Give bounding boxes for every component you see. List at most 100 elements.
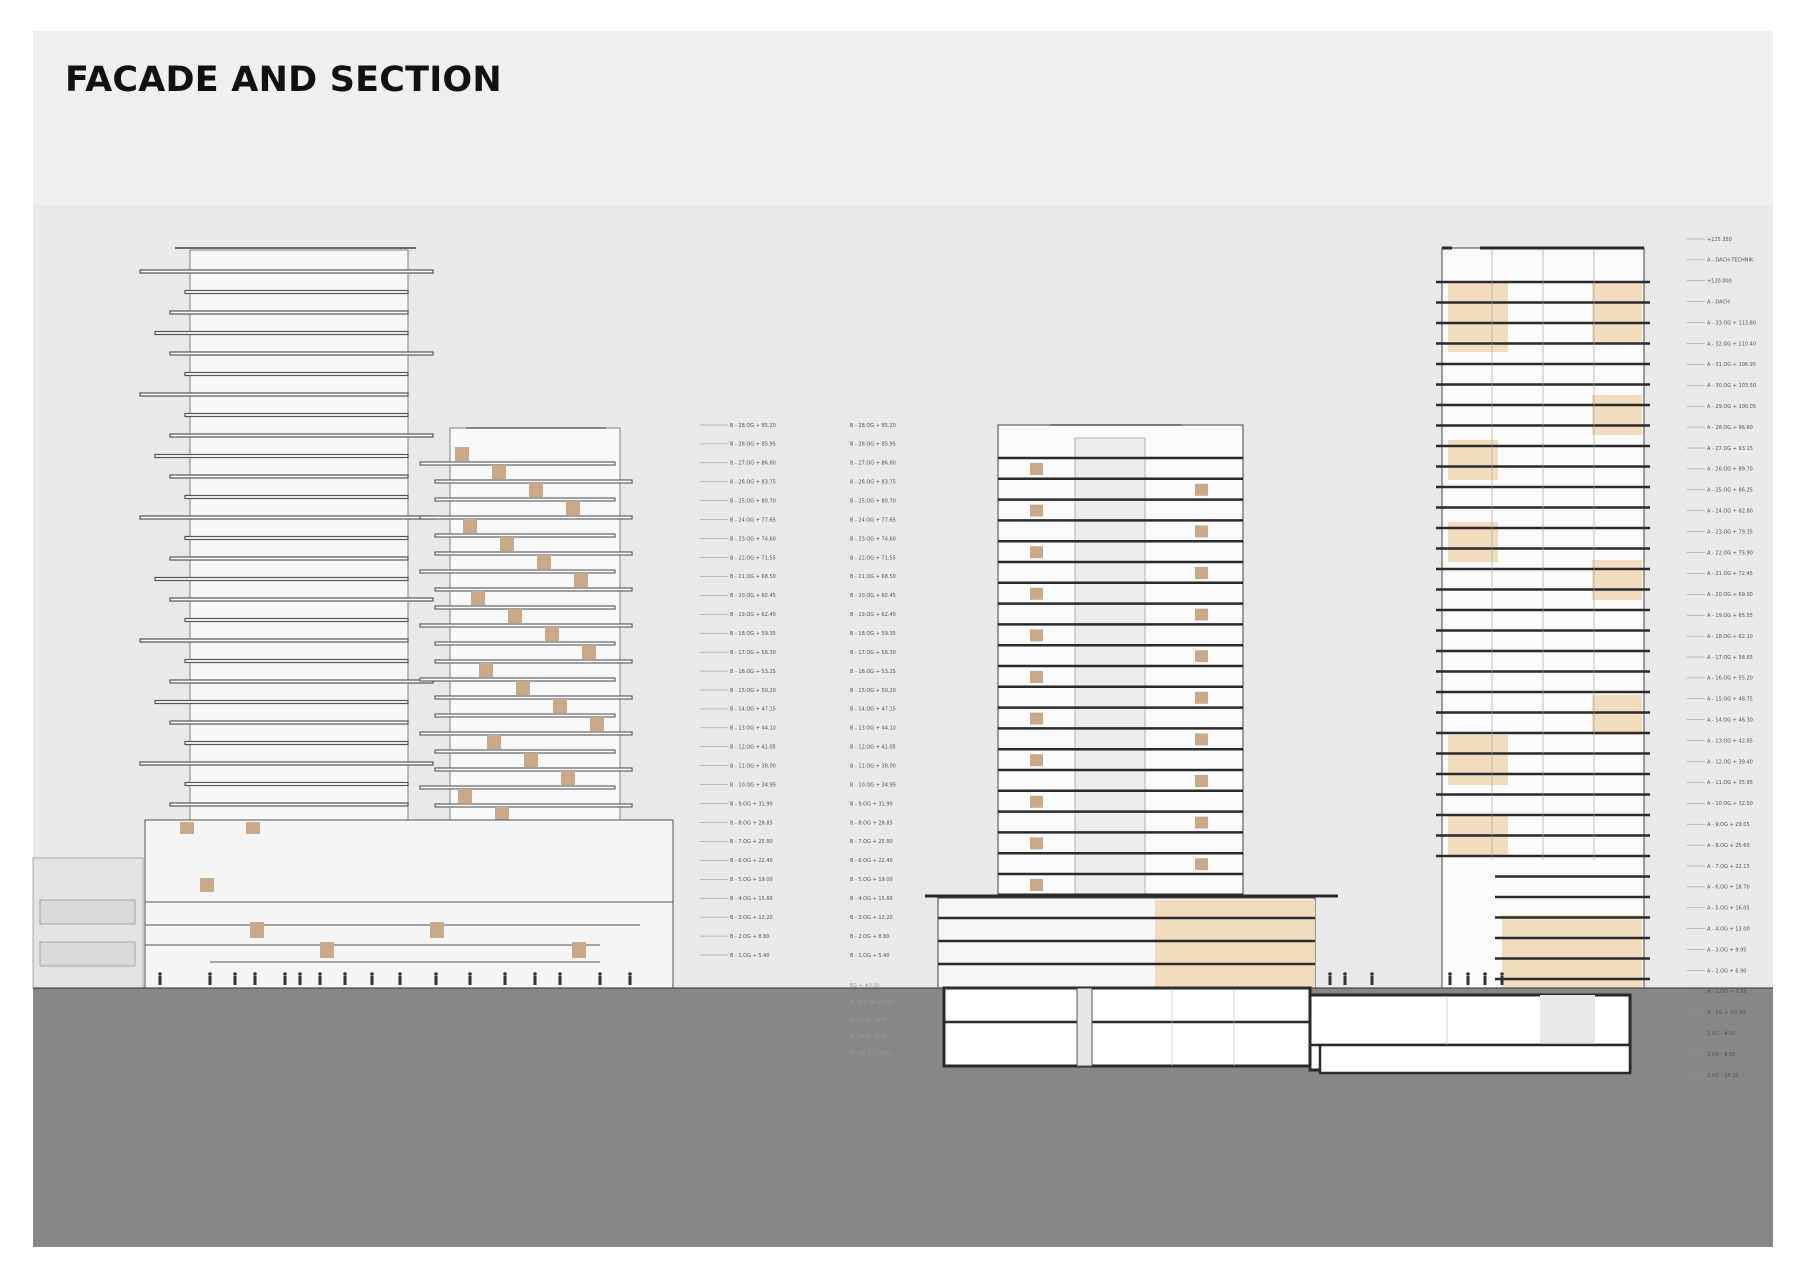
person-head (158, 972, 162, 976)
timber-panel (1030, 463, 1043, 475)
level-label: B - 25.OG + 80.70 (730, 499, 776, 505)
person-head (1483, 972, 1487, 976)
timber-panel (1195, 816, 1208, 829)
person-head (468, 972, 472, 976)
level-label: B - 22.OG + 71.55 (730, 555, 776, 561)
person-body (318, 976, 322, 985)
level-label: B - 9.OG + 31.90 (850, 801, 893, 807)
timber-panel (1030, 504, 1043, 517)
background-block (32, 857, 144, 989)
facade-slab (434, 551, 633, 556)
timber-panel (561, 771, 575, 785)
level-label: B - 8.OG + 28.85 (850, 820, 893, 826)
facade-slab (434, 767, 633, 772)
level-label: B - 6.OG + 22.40 (850, 858, 893, 864)
person-body (283, 976, 287, 985)
level-label: B - 15.OG + 50.20 (730, 688, 776, 694)
facade-slab (434, 605, 616, 610)
person-body (468, 976, 472, 985)
level-label: B - 4.OG + 15.60 (850, 896, 893, 902)
person-body (343, 976, 347, 985)
timber-panel (1030, 837, 1043, 850)
timber-panel (1195, 483, 1208, 496)
level-label: +125.350 (1707, 237, 1732, 243)
timber-panel (463, 519, 477, 533)
person-head (1466, 972, 1470, 976)
facade-slab (154, 699, 409, 705)
level-label: A - 31.OG + 106.95 (1707, 362, 1756, 368)
level-label: B - 16.OG + 53.25 (850, 669, 896, 675)
facade-slab (169, 597, 434, 602)
level-label: 2.UG - 8.00 (1707, 1052, 1735, 1058)
facade-slab (139, 761, 434, 766)
level-label: A - 10.OG + 32.50 (1707, 801, 1753, 807)
level-label: B - 5.OG + 19.00 (850, 877, 893, 883)
level-label: 3.UG - 14.20 (1707, 1073, 1739, 1079)
timber-panel (500, 537, 514, 551)
level-label: B - 13.OG + 44.10 (730, 726, 776, 732)
level-label: A - 6.OG + 18.70 (1707, 885, 1750, 891)
level-label: A - 9.OG + 29.05 (1707, 822, 1750, 828)
level-label: A - 23.OG + 79.35 (1707, 529, 1753, 535)
person-body (158, 976, 162, 985)
people-silhouettes (158, 972, 1504, 985)
timber-panel (537, 555, 551, 569)
level-label: B - 8.OG + 28.85 (730, 820, 773, 826)
timber-panel (1030, 546, 1043, 559)
timber-panel (1195, 775, 1208, 787)
facade-slab (434, 533, 616, 538)
timber-panel (1030, 629, 1043, 642)
person-body (398, 976, 402, 985)
person-body (434, 976, 438, 985)
facade-slab (169, 556, 409, 561)
facade-slab (169, 802, 409, 807)
person-head (503, 972, 507, 976)
level-label: B - 22.OG + 71.55 (850, 555, 896, 561)
facade-slab (169, 351, 434, 356)
timber-panel (1030, 879, 1043, 891)
person-head (283, 972, 287, 976)
facade-slab (434, 659, 633, 664)
timber-panel (471, 591, 485, 605)
facade-slab (184, 535, 409, 541)
level-label: B - 10.OG + 34.95 (730, 782, 776, 788)
timber-panel (566, 501, 580, 515)
person-body (1448, 976, 1452, 985)
facade-podium (144, 819, 674, 989)
facade-tower-b (419, 427, 633, 880)
level-label: B - 3.OG + 12.20 (850, 915, 893, 921)
facade-slab (184, 412, 409, 418)
timber-panel (516, 681, 530, 695)
facade-slab (434, 713, 616, 718)
level-label: B - 11.OG + 38.00 (850, 764, 896, 770)
level-label: A - 19.OG + 65.55 (1707, 613, 1753, 619)
person-head (628, 972, 632, 976)
person-head (343, 972, 347, 976)
level-label: A - DACH (1707, 300, 1730, 306)
level-label: B - 16.OG + 53.25 (730, 669, 776, 675)
level-label: B - 17.OG + 56.30 (850, 650, 896, 656)
level-label: B - 27.OG + 86.80 (850, 461, 896, 467)
timber-panel (582, 645, 596, 659)
facade-slab (419, 515, 633, 520)
level-label: B - 28.OG + 85.20 (850, 423, 896, 429)
timber-panel (545, 627, 559, 641)
level-label: B - 18.OG + 59.35 (730, 631, 776, 637)
facade-slab (184, 371, 409, 377)
timber-panel (479, 663, 493, 677)
facade-slab (419, 677, 616, 682)
level-label: B - 17.OG + 56.30 (730, 650, 776, 656)
timber-panel (1030, 754, 1043, 767)
person-body (1343, 976, 1347, 985)
level-label: B - 1.OG + 5.40 (730, 953, 770, 959)
timber-panel (458, 789, 472, 803)
facade-slab (169, 474, 409, 479)
level-label: B - 20.OG + 65.45 (850, 593, 896, 599)
facade-slab (184, 289, 409, 295)
timber-panel (495, 807, 509, 821)
level-label: B - 14.OG + 47.15 (850, 707, 896, 713)
person-head (398, 972, 402, 976)
level-label: A - 32.OG + 110.40 (1707, 341, 1756, 347)
level-label: A - 1.OG + 3.85 (1707, 989, 1747, 995)
facade-slab (434, 803, 633, 808)
